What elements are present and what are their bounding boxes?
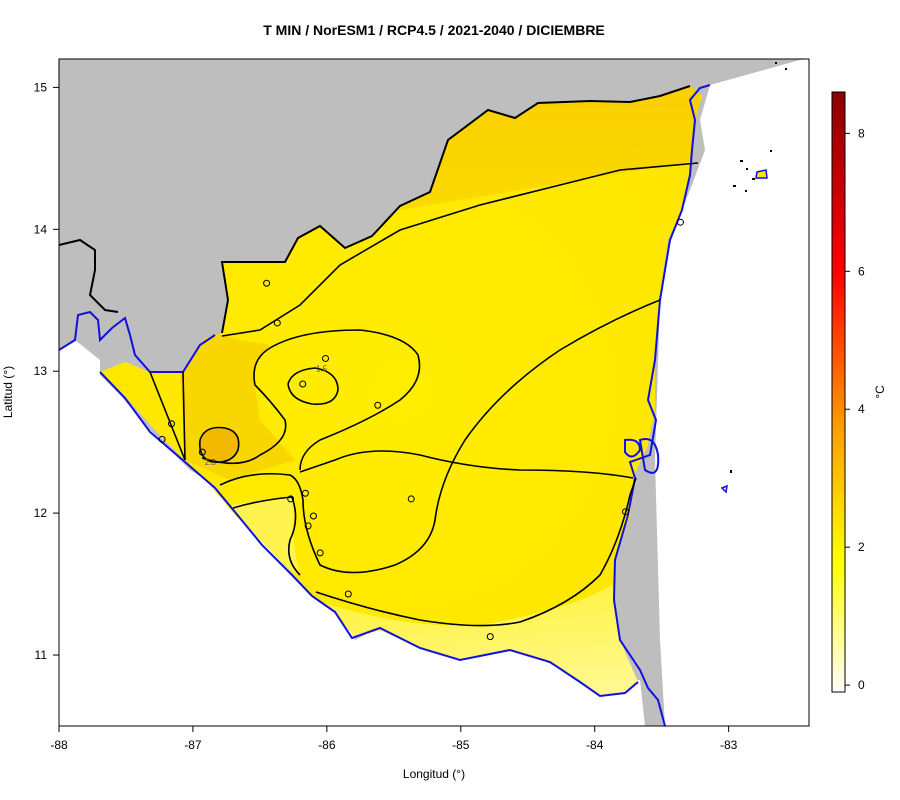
lake-nicaragua-shore [624,438,660,474]
contour-line [299,450,634,479]
contour-line [232,496,301,576]
honduras-border [59,85,691,334]
caribbean-coastline [612,84,711,726]
gulf-fonseca-land [59,59,260,345]
contour-line [287,367,339,406]
y-tick-label: 13 [34,364,48,378]
warm-spot-west [199,427,239,463]
colorbar-ticks: 0 2 4 6 8 [845,126,865,692]
colorbar-label: °C [873,385,887,399]
contour-label: 1.5 [316,364,328,373]
contour-label: 2.5 [205,458,217,467]
contour-line [149,371,186,461]
station-marker [622,508,630,516]
station-marker [263,279,271,287]
y-axis-label: Latitud (°) [1,366,15,418]
station-marker [198,448,206,456]
pacific-ocean [59,340,645,726]
x-tick-label: -85 [452,738,470,752]
pacific-coastline [59,310,639,698]
y-tick-label: 14 [34,222,48,236]
offshore-islands [720,62,787,494]
caribbean-sea [655,59,809,726]
station-marker [486,633,494,641]
y-axis: 11 12 13 14 15 [34,80,59,662]
contour-line [221,162,699,337]
colorbar-tick-label: 8 [858,126,865,140]
station-marker [158,435,166,443]
y-tick-label: 12 [34,506,48,520]
x-tick-label: -84 [586,738,604,752]
x-tick-label: -88 [50,738,68,752]
station-marker [316,549,324,557]
station-marker [168,420,175,428]
colorbar-ramp [831,91,846,693]
station-marker [309,512,317,520]
x-tick-label: -87 [184,738,202,752]
contour-line [182,371,186,461]
station-marker [676,218,684,226]
station-marker [273,319,281,327]
station-marker [287,495,295,503]
contour-line [198,426,240,464]
y-tick-label: 11 [35,648,48,662]
contour-labels: 1.5 2.5 [205,364,328,467]
nicaragua-landmass [100,86,702,696]
station-marker [344,590,352,598]
station-marker [299,380,307,388]
station-marker [374,401,382,409]
plot-frame [58,58,810,727]
station-marker [322,354,330,362]
colorbar-tick-label: 4 [858,402,865,416]
station-marker [407,495,415,503]
map-panel: 1.5 2.5 [59,59,809,726]
x-axis: -88 -87 -86 -85 -84 -83 [50,726,738,752]
contour-line [315,477,637,627]
cool-band-southwest [230,495,300,575]
contour-line [219,299,661,574]
station-markers [158,218,684,641]
contour-lines [149,162,699,627]
chart-title: T MIN / NorESM1 / RCP4.5 / 2021-2040 / D… [263,22,605,38]
y-tick-label: 15 [34,80,48,94]
x-tick-label: -83 [720,738,738,752]
colorbar: 0 2 4 6 8 °C [831,91,887,693]
station-marker [304,522,312,530]
contour-line [201,329,421,471]
x-tick-label: -86 [318,738,336,752]
colorbar-tick-label: 6 [858,264,865,278]
colorbar-tick-label: 2 [858,540,865,554]
x-axis-label: Longitud (°) [403,767,465,781]
colorbar-tick-label: 0 [858,678,865,692]
station-marker [301,489,309,497]
